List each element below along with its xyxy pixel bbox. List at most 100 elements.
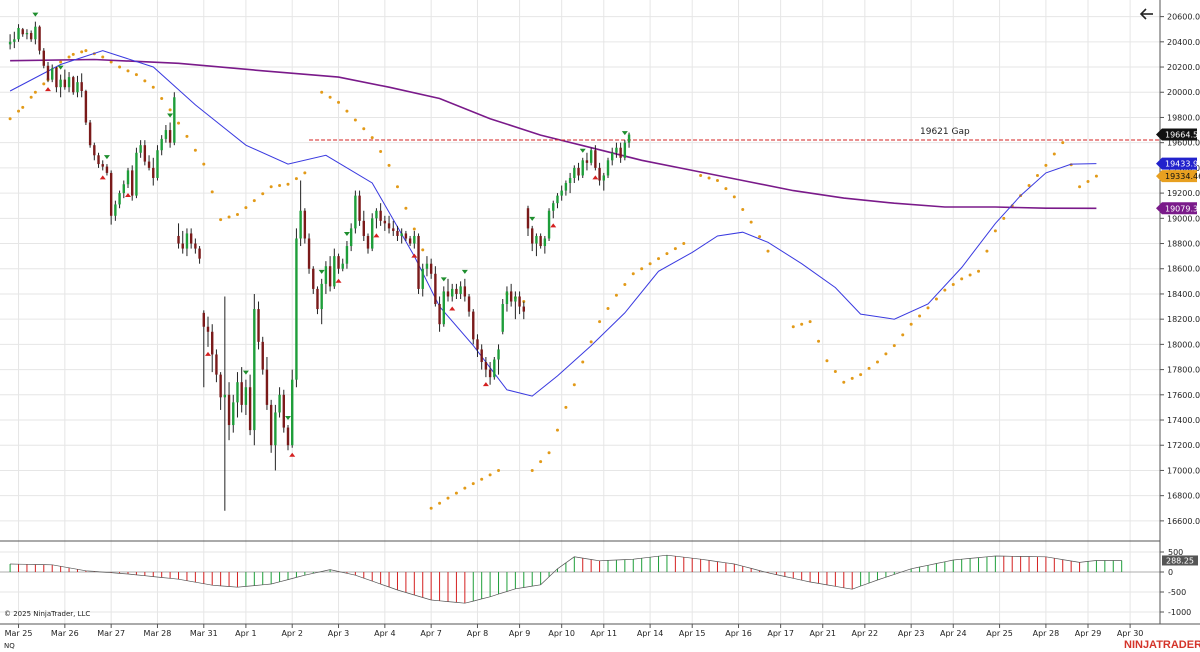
price-tick-label: 19000.00 [1167, 214, 1200, 223]
candle-body [413, 235, 416, 244]
candle-body [522, 306, 525, 312]
psar-dot [901, 333, 905, 337]
candle-body [160, 138, 163, 151]
price-tick-label: 17800.00 [1167, 366, 1200, 375]
candle-body [72, 77, 75, 93]
psar-dot [160, 97, 164, 101]
candle-body [88, 122, 92, 146]
candle-body [93, 145, 96, 156]
candle-body [135, 152, 138, 196]
candle-body [206, 326, 210, 332]
psar-dot [589, 340, 593, 344]
candle-body [463, 286, 467, 297]
candle-body [219, 374, 222, 398]
psar-dot [926, 306, 930, 310]
psar-dot [741, 207, 745, 211]
candle-body [46, 65, 50, 80]
candle-body [118, 193, 121, 205]
oscillator-value-label: 288.25 [1166, 556, 1194, 565]
signal-arrow-down [440, 277, 447, 282]
price-tick-label: 18600.00 [1167, 265, 1200, 274]
candle-body [143, 145, 147, 162]
price-tick-label: 17600.00 [1167, 391, 1200, 400]
time-tick-label: Apr 24 [940, 629, 967, 638]
candle-body [202, 312, 205, 327]
psar-dot [379, 149, 383, 153]
candle-body [455, 288, 458, 294]
candle-body [55, 68, 58, 88]
signal-arrows [32, 12, 628, 457]
psar-dot [640, 267, 644, 271]
psar-dot [648, 262, 652, 266]
psar-dot [454, 491, 458, 495]
fast-moving-average-line [9, 50, 1097, 397]
grid-lines [0, 0, 1160, 624]
candle-body [173, 97, 176, 143]
oscillator-value-flag [1162, 555, 1198, 566]
candle-body [514, 296, 517, 302]
candle-body [480, 349, 483, 363]
psar-dot [446, 496, 450, 500]
psar-dot [202, 162, 206, 166]
price-tick-label: 18200.00 [1167, 315, 1200, 324]
psar-dot [1044, 163, 1048, 167]
time-tick-label: Apr 30 [1117, 629, 1144, 638]
psar-dot [320, 90, 324, 94]
time-tick-label: Apr 16 [725, 629, 752, 638]
candle-body [236, 382, 239, 403]
price-tick-label: 19800.00 [1167, 113, 1200, 122]
candle-body [109, 172, 113, 216]
candle-body [333, 256, 336, 287]
candle-body [67, 77, 71, 88]
back-arrow-icon[interactable] [1139, 8, 1153, 20]
parabolic-sar-dots [8, 49, 1098, 510]
candle-body [168, 130, 172, 143]
psar-dot [1086, 179, 1090, 183]
candle-body [387, 223, 391, 229]
psar-dot [71, 52, 75, 56]
psar-dot [631, 272, 635, 276]
candle-body [568, 177, 572, 184]
signal-arrow-up [335, 278, 342, 283]
psar-dot [412, 227, 416, 231]
psar-dot [118, 65, 122, 69]
price-tick-label: 20400.00 [1167, 38, 1200, 47]
candle-body [63, 79, 67, 88]
candle-body [240, 382, 243, 405]
signal-arrow-down [285, 416, 291, 421]
oscillator-axis: 500 0 -500 -1000 288.25 [1160, 548, 1198, 617]
candle-body [539, 235, 542, 247]
candle-body [198, 248, 201, 259]
candle-body [274, 412, 277, 446]
candle-body [316, 288, 319, 310]
time-tick-label: Mar 31 [190, 629, 218, 638]
candle-body [615, 147, 618, 153]
candle-body [396, 230, 399, 236]
candle-body [211, 331, 214, 355]
candle-body [442, 291, 445, 325]
psar-dot [227, 215, 231, 219]
psar-dot [1078, 185, 1082, 189]
price-tick-label: 17400.00 [1167, 416, 1200, 425]
candle-body [417, 235, 420, 289]
price-tick-label: 16800.00 [1167, 492, 1200, 501]
symbol-label: NQ [4, 642, 15, 650]
candle-body [564, 183, 568, 191]
signal-arrow-up [205, 351, 211, 356]
psar-dot [951, 282, 955, 286]
oscillator-histogram [0, 554, 1160, 604]
osc-tick-label: 0 [1168, 568, 1173, 577]
gap-label: 19621 Gap [920, 127, 970, 137]
psar-dot [867, 366, 871, 370]
psar-dot [134, 73, 138, 77]
signal-arrow-up [449, 306, 456, 311]
signal-arrow-down [32, 12, 39, 17]
psar-dot [370, 136, 374, 140]
candle-body [611, 152, 614, 161]
candle-body [25, 32, 29, 35]
candle-body [619, 147, 622, 158]
candle-body [97, 155, 100, 165]
candle-body [13, 39, 16, 42]
signal-arrow-up [550, 223, 557, 228]
